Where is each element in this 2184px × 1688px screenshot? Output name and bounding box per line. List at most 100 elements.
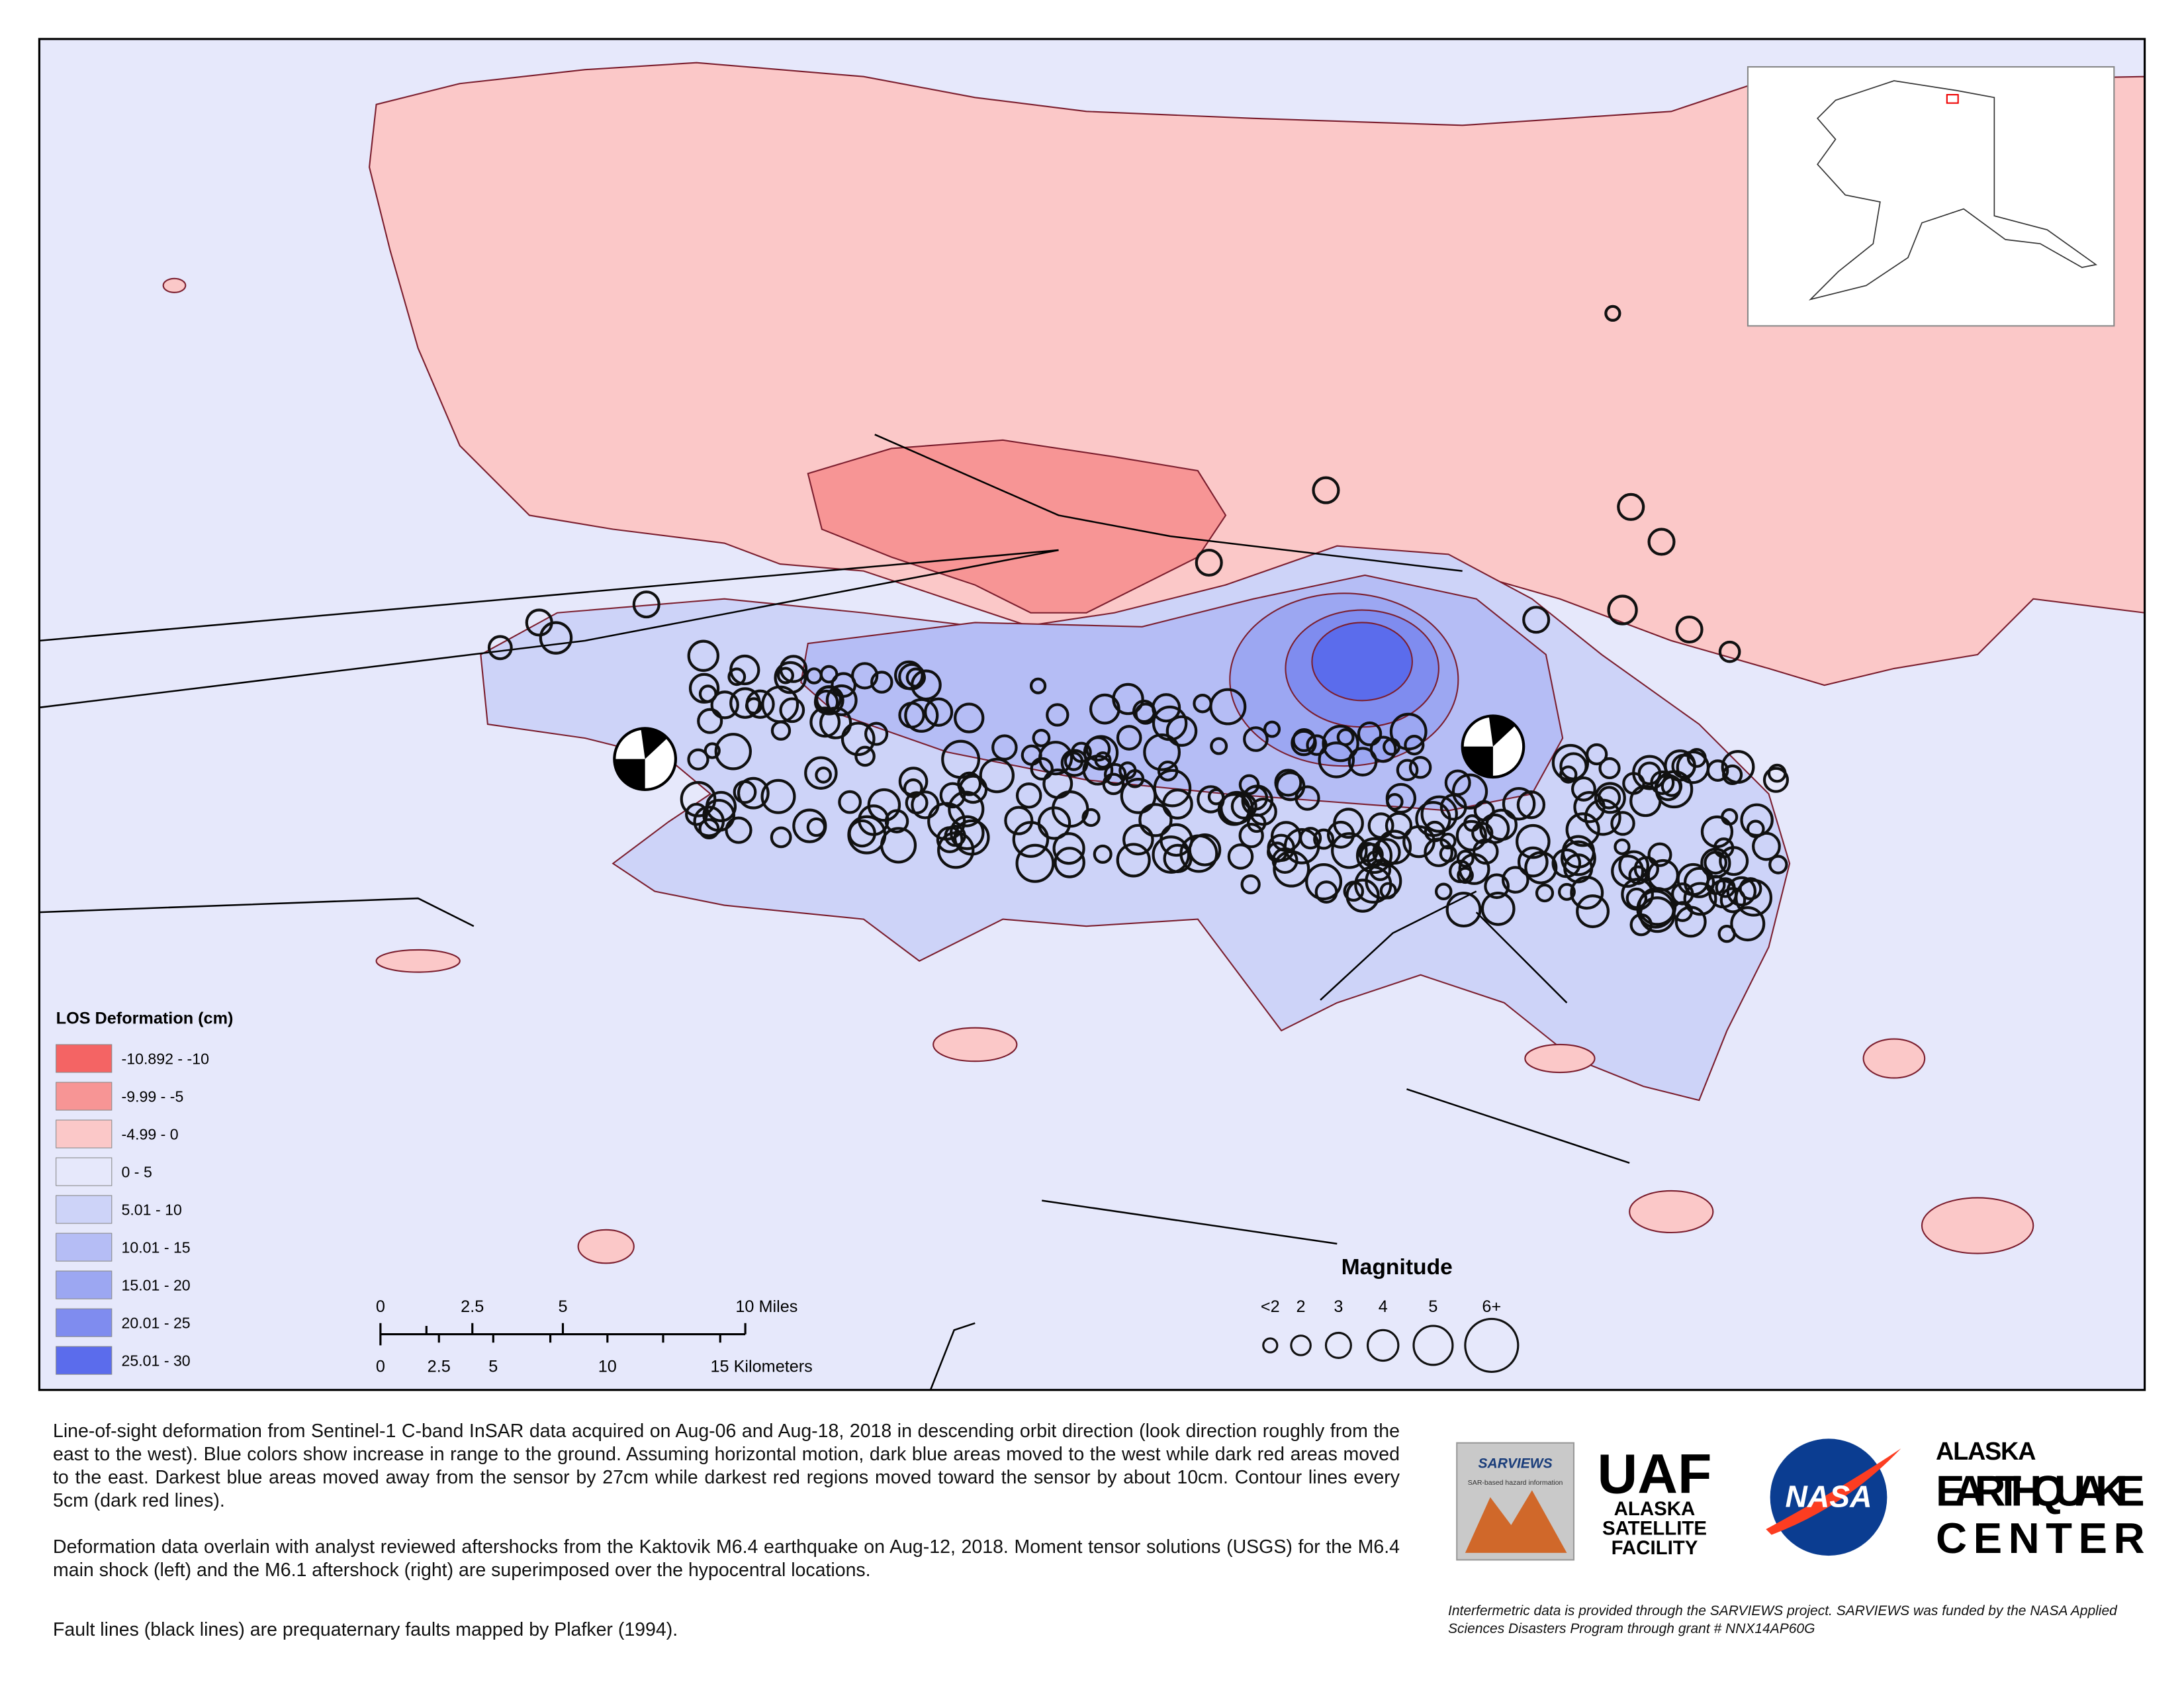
aftershock xyxy=(1597,786,1621,810)
aftershock xyxy=(1586,743,1608,766)
legend-title: LOS Deformation (cm) xyxy=(56,1009,234,1027)
aftershock xyxy=(1143,733,1181,771)
aftershock xyxy=(924,697,954,727)
aftershock xyxy=(733,780,757,804)
aftershock xyxy=(1197,785,1225,814)
aftershock xyxy=(1610,811,1635,836)
magnitude-symbol xyxy=(1464,1317,1520,1373)
aftershock xyxy=(1210,737,1228,755)
aftershock xyxy=(1355,837,1393,874)
aftershock xyxy=(1042,768,1073,799)
aftershock xyxy=(813,689,839,715)
aftershock xyxy=(1305,863,1343,900)
aftershock xyxy=(1273,850,1310,888)
aftershock xyxy=(1238,774,1260,796)
aftershock xyxy=(1607,594,1638,626)
aftershock xyxy=(898,767,929,796)
beachball-quadrant xyxy=(641,728,668,759)
aftershock xyxy=(858,804,889,836)
aftershock xyxy=(1021,744,1042,766)
island xyxy=(1524,1043,1596,1074)
aftershock xyxy=(1726,876,1757,907)
deformation-zone xyxy=(368,62,2146,686)
aftershock xyxy=(1369,735,1397,763)
island xyxy=(375,949,461,973)
aftershock xyxy=(894,660,924,690)
aftershock xyxy=(1138,803,1173,837)
aftershock xyxy=(1739,877,1762,900)
aftershock xyxy=(1524,851,1558,884)
aftershock xyxy=(710,690,739,720)
aftershock xyxy=(680,780,717,818)
uaf-logo: UAF xyxy=(1598,1442,1712,1505)
fault-line xyxy=(1042,1199,1338,1245)
magnitude-symbol xyxy=(1367,1329,1400,1362)
aftershock xyxy=(1064,751,1084,771)
aftershock xyxy=(688,673,720,704)
aftershock xyxy=(1165,715,1198,747)
aftershock xyxy=(1162,788,1193,820)
aftershock xyxy=(1683,867,1715,898)
aftershock xyxy=(1458,853,1490,885)
aftershock xyxy=(1357,842,1379,863)
magnitude-symbol xyxy=(1324,1331,1352,1359)
aftershock xyxy=(1336,728,1355,747)
aftershock xyxy=(1312,476,1340,504)
aftershock xyxy=(1157,760,1179,782)
aftershock xyxy=(1094,751,1112,769)
aftershock xyxy=(1396,759,1419,782)
aftershock xyxy=(954,702,985,733)
legend-swatch xyxy=(56,1195,113,1224)
aftershock xyxy=(1617,492,1645,521)
aftershock xyxy=(1522,606,1551,634)
aftershock xyxy=(1740,803,1774,837)
aftershock xyxy=(1455,820,1487,851)
deformation-zone xyxy=(807,439,1227,614)
aftershock xyxy=(1584,798,1621,836)
island xyxy=(577,1229,635,1264)
fault-line xyxy=(1475,912,1568,1004)
aftershock xyxy=(1195,548,1223,577)
aftershock xyxy=(737,776,770,810)
island xyxy=(1862,1038,1926,1079)
aftershock xyxy=(1246,813,1267,833)
aftershock xyxy=(1647,528,1676,556)
aftershock xyxy=(1672,901,1694,922)
aftershock xyxy=(841,722,876,757)
aftershock xyxy=(1629,784,1662,818)
aftershock xyxy=(539,621,573,655)
aftershock xyxy=(760,778,796,814)
aftershock xyxy=(1456,849,1475,868)
aftershock xyxy=(804,756,838,790)
aftershock xyxy=(776,667,794,684)
aftershock xyxy=(1706,759,1729,782)
aftershock xyxy=(1708,879,1738,909)
aftershock xyxy=(825,684,858,716)
aftershock xyxy=(905,667,926,688)
legend-label: -9.99 - -5 xyxy=(122,1088,184,1105)
legend-swatch xyxy=(56,1082,113,1111)
aftershock xyxy=(1479,813,1510,844)
aftershock xyxy=(714,733,752,771)
aftershock xyxy=(1377,829,1412,865)
aftershock xyxy=(1249,797,1277,826)
deformation-zone xyxy=(1311,622,1413,702)
aftershock xyxy=(939,782,966,809)
aftershock xyxy=(1032,729,1051,747)
aftershock xyxy=(870,671,893,694)
aftershock xyxy=(1516,823,1551,859)
aftershock xyxy=(1046,703,1069,727)
caption-paragraph: Deformation data overlain with analyst r… xyxy=(53,1536,1400,1581)
island xyxy=(1921,1197,2034,1254)
aftershock xyxy=(1299,827,1322,850)
aftershock xyxy=(687,639,719,672)
fault-line xyxy=(39,549,1059,709)
aftershock xyxy=(1385,782,1417,814)
aftershock xyxy=(1683,882,1717,916)
aftershock xyxy=(1767,763,1787,783)
aftershock xyxy=(1029,677,1047,694)
fault-line xyxy=(874,434,1463,572)
aftershock xyxy=(1052,832,1085,865)
